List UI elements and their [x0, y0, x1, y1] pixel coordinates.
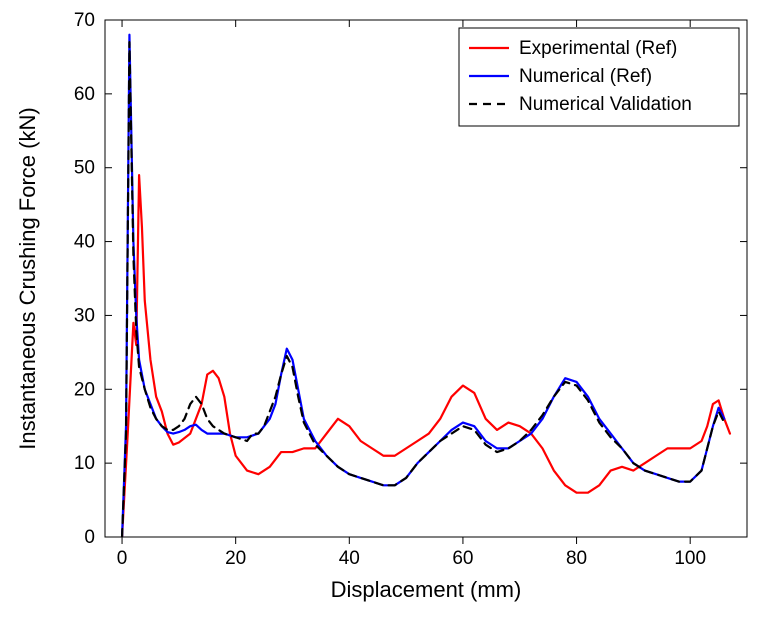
y-axis-label: Instantaneous Crushing Force (kN): [15, 107, 40, 449]
y-tick-label: 40: [74, 232, 95, 253]
y-tick-label: 70: [74, 10, 95, 31]
y-tick-label: 0: [84, 527, 95, 548]
x-tick-label: 40: [339, 548, 360, 569]
x-tick-label: 0: [117, 548, 128, 569]
legend-item-label: Experimental (Ref): [519, 38, 677, 59]
y-tick-label: 10: [74, 453, 95, 474]
x-tick-label: 60: [452, 548, 473, 569]
x-axis-label: Displacement (mm): [331, 577, 522, 602]
x-tick-label: 80: [566, 548, 587, 569]
force-displacement-chart: 0 20 40 60 80 100 0 10 20 30 40 50 60 70 Displacement …: [0, 0, 767, 622]
x-tick-label: 20: [225, 548, 246, 569]
y-tick-label: 50: [74, 158, 95, 179]
legend: Experimental (Ref) Numerical (Ref) Numeric…: [459, 28, 739, 126]
y-tick-label: 30: [74, 305, 95, 326]
x-tick-label: 100: [674, 548, 706, 569]
legend-item-label: Numerical Validation: [519, 94, 692, 115]
legend-item-label: Numerical (Ref): [519, 66, 652, 87]
y-tick-label: 20: [74, 379, 95, 400]
y-tick-label: 60: [74, 84, 95, 105]
